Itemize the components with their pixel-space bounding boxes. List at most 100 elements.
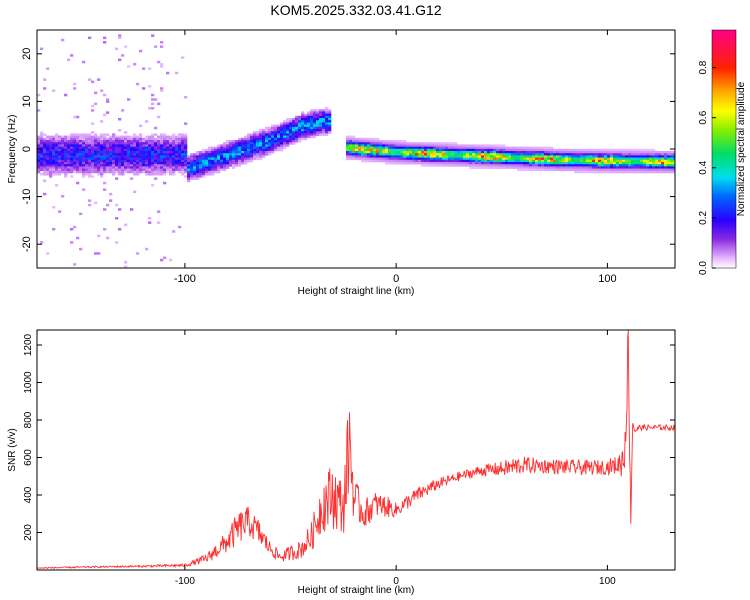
heatmap-cell [658, 168, 662, 172]
heatmap-cell [358, 144, 362, 147]
heatmap-cell [442, 151, 446, 154]
heatmap-cell [43, 137, 47, 141]
heatmap-cell [280, 129, 284, 132]
heatmap-cell [256, 131, 260, 134]
heatmap-cell [664, 162, 668, 165]
heatmap-cell [148, 173, 152, 176]
heatmap-cell [82, 133, 86, 136]
heatmap-cell [613, 164, 617, 167]
heatmap-cell [370, 148, 374, 152]
heatmap-cell [475, 159, 479, 163]
heatmap-cell [433, 148, 437, 152]
heatmap-cell [439, 155, 443, 158]
heatmap-cell [49, 148, 53, 152]
heatmap-cell [157, 157, 161, 161]
heatmap-cell [139, 155, 143, 158]
heatmap-cell [637, 159, 641, 163]
heatmap-cell [406, 155, 410, 158]
heatmap-cell [67, 168, 71, 172]
heatmap-cell [304, 131, 308, 134]
heatmap-cell [151, 133, 155, 136]
heatmap-cell [595, 151, 599, 154]
heatmap-cell [277, 126, 281, 130]
colorbar-gradient [711, 29, 737, 269]
heatmap-cell [79, 153, 83, 156]
heatmap-cell [454, 148, 458, 152]
heatmap-cell [385, 162, 389, 165]
heatmap-cell [97, 157, 101, 161]
heatmap-cell [637, 151, 641, 154]
heatmap-cell [397, 155, 401, 158]
heatmap-cell [103, 93, 107, 97]
heatmap-cell [388, 148, 392, 152]
heatmap-cell [154, 98, 158, 101]
heatmap-cell [409, 162, 413, 165]
y-tick-label: 10 [21, 95, 33, 107]
heatmap-cell [667, 157, 671, 161]
heatmap-cell [448, 164, 452, 167]
heatmap-cell [88, 166, 92, 169]
heatmap-cell [571, 155, 575, 158]
heatmap-cell [667, 153, 671, 156]
heatmap-cell [142, 166, 146, 169]
heatmap-cell [664, 164, 668, 167]
heatmap-cell [481, 159, 485, 163]
heatmap-cell [313, 111, 317, 114]
heatmap-cell [562, 148, 566, 152]
heatmap-cell [298, 115, 302, 119]
heatmap-cell [517, 151, 521, 154]
heatmap-cell [577, 162, 581, 165]
heatmap-cell [556, 157, 560, 161]
heatmap-cell [640, 164, 644, 167]
heatmap-cell [154, 140, 158, 143]
heatmap-cell [373, 142, 377, 145]
heatmap-cell [622, 162, 626, 165]
heatmap-cell [91, 137, 95, 141]
heatmap-cell [169, 146, 173, 150]
heatmap-cell [127, 148, 131, 152]
heatmap-cell [124, 170, 128, 174]
heatmap-cell [484, 148, 488, 152]
heatmap-cell [310, 129, 314, 132]
heatmap-cell [73, 115, 77, 119]
heatmap-cell [169, 151, 173, 154]
heatmap-cell [85, 140, 89, 143]
heatmap-cell [574, 151, 578, 154]
heatmap-cell [268, 142, 272, 145]
heatmap-cell [571, 166, 575, 169]
heatmap-cell [526, 155, 530, 158]
heatmap-cell [571, 164, 575, 167]
heatmap-cell [619, 164, 623, 167]
heatmap-cell [157, 115, 161, 119]
heatmap-cell [313, 133, 317, 136]
heatmap-cell [67, 164, 71, 167]
heatmap-cell [232, 148, 236, 152]
heatmap-cell [352, 146, 356, 150]
heatmap-cell [88, 164, 92, 167]
heatmap-cell [433, 159, 437, 163]
heatmap-cell [493, 153, 497, 156]
heatmap-cell [202, 159, 206, 163]
heatmap-cell [250, 133, 254, 136]
heatmap-cell [529, 153, 533, 156]
heatmap-cell [229, 155, 233, 158]
heatmap-cell [583, 170, 587, 174]
heatmap-cell [301, 118, 305, 121]
heatmap-cell [169, 159, 173, 163]
heatmap-cell [130, 164, 134, 167]
heatmap-cell [529, 162, 533, 165]
heatmap-cell [52, 151, 56, 154]
heatmap-cell [634, 157, 638, 161]
heatmap-cell [199, 166, 203, 169]
heatmap-cell [448, 159, 452, 163]
heatmap-cell [232, 157, 236, 161]
heatmap-cell [397, 144, 401, 147]
heatmap-cell [556, 164, 560, 167]
heatmap-cell [298, 137, 302, 141]
heatmap-cell [364, 157, 368, 161]
heatmap-cell [145, 157, 149, 161]
heatmap-cell [520, 168, 524, 172]
heatmap-cell [379, 153, 383, 156]
heatmap-cell [79, 133, 83, 136]
heatmap-cell [283, 146, 287, 150]
